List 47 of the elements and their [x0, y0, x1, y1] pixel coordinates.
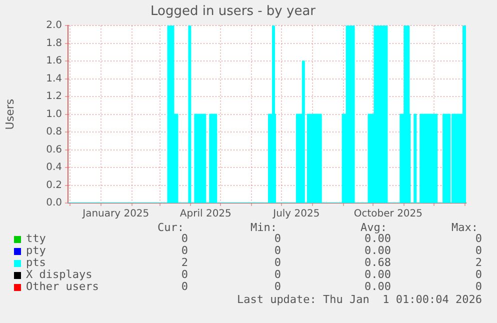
y-tick-label: 1.0 [46, 108, 62, 120]
text: 0 [181, 268, 188, 281]
text: 0 [475, 280, 482, 293]
text: Cur: [158, 221, 184, 234]
legend-label: pty [26, 244, 46, 257]
text: 0 [475, 268, 482, 281]
y-tick-label: 1.6 [46, 56, 62, 67]
text: 0 [274, 232, 281, 245]
text: 0 [274, 268, 281, 281]
text: 0 [274, 244, 281, 257]
legend-label: Other users [26, 280, 99, 293]
y-tick-label: 0.6 [46, 144, 62, 156]
text: 0.68 [364, 256, 391, 269]
legend-label: pts [26, 256, 46, 269]
legend-label: tty [26, 232, 46, 245]
y-tick-label: 0.4 [46, 162, 62, 174]
text: 2 [181, 256, 188, 269]
x-tick-label: January 2025 [82, 208, 150, 220]
text: Last update: Thu Jan 1 01:00:04 2026 [236, 293, 482, 306]
text: 0.00 [364, 268, 391, 281]
text: 0 [274, 256, 281, 269]
text: 0.00 [364, 232, 391, 245]
text: 0 [181, 244, 188, 257]
text: 0 [475, 232, 482, 245]
y-axis-title: Users [3, 98, 16, 130]
chart-title: Logged in users - by year [150, 4, 316, 20]
text: 0 [475, 244, 482, 257]
text: 0 [181, 280, 188, 293]
x-tick-label: April 2025 [180, 208, 232, 220]
legend-label: X displays [26, 268, 92, 281]
y-tick-label: 2.0 [46, 20, 62, 32]
text: 0 [274, 280, 281, 293]
y-tick-label: 0.8 [46, 126, 62, 138]
text: 0.00 [364, 244, 391, 257]
y-tick-label: 1.4 [46, 73, 62, 84]
y-tick-label: 1.8 [46, 38, 62, 49]
y-tick-label: 0.2 [46, 180, 62, 191]
text: 0.00 [364, 280, 391, 293]
text: 0 [181, 232, 188, 245]
text: Avg: [360, 221, 387, 234]
y-tick-label: 1.2 [46, 91, 62, 102]
text: Min: [250, 221, 277, 234]
text: 2 [475, 256, 482, 269]
x-tick-label: October 2025 [354, 208, 423, 220]
x-tick-label: July 2025 [272, 208, 320, 220]
text: Max: [452, 221, 478, 234]
y-tick-label: 0.0 [46, 198, 62, 209]
